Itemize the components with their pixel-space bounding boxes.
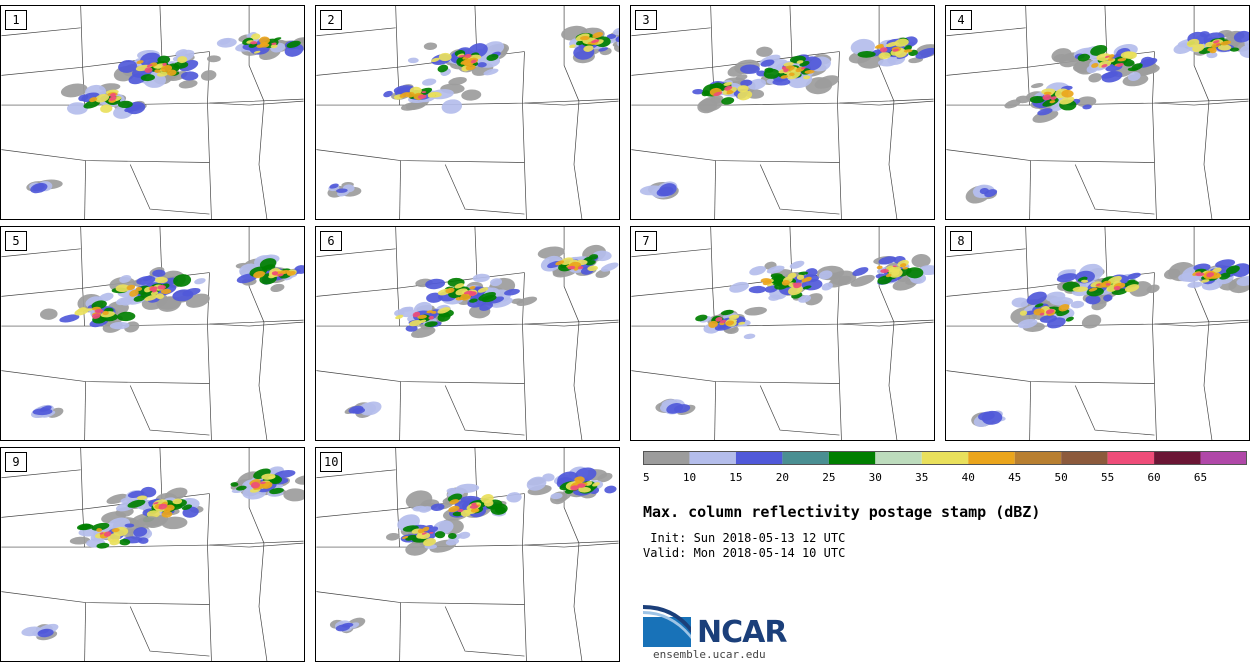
stamp-panel-3: 3 <box>630 5 935 220</box>
colorbar-tick-label: 55 <box>1101 471 1114 484</box>
colorbar-tick-label: 15 <box>729 471 742 484</box>
colorbar-swatch <box>968 451 1015 465</box>
stamp-panel-10: 10 <box>315 447 620 662</box>
colorbar-swatch <box>1107 451 1155 465</box>
colorbar-tick-label: 40 <box>962 471 975 484</box>
init-time: Init: Sun 2018-05-13 12 UTC <box>643 531 846 545</box>
colorbar-swatch <box>1061 451 1108 465</box>
colorbar-tick-label: 50 <box>1055 471 1068 484</box>
member-label: 5 <box>5 231 27 251</box>
colorbar-swatch <box>782 451 829 465</box>
reflectivity-map <box>1 448 304 661</box>
reflectivity-map <box>1 227 304 440</box>
colorbar-swatch <box>1014 451 1062 465</box>
reflectivity-map <box>316 227 619 440</box>
ncar-logo-icon <box>643 605 691 647</box>
stamp-panel-2: 2 <box>315 5 620 220</box>
reflectivity-map <box>946 6 1249 219</box>
page-title: Max. column reflectivity postage stamp (… <box>643 503 1041 521</box>
colorbar-tick-label: 25 <box>822 471 835 484</box>
stamp-panel-4: 4 <box>945 5 1250 220</box>
stamp-panel-8: 8 <box>945 226 1250 441</box>
stamp-panel-7: 7 <box>630 226 935 441</box>
colorbar-swatch <box>735 451 783 465</box>
member-label: 2 <box>320 10 342 30</box>
colorbar-tick-label: 65 <box>1194 471 1207 484</box>
colorbar-swatch <box>1154 451 1201 465</box>
logo-wordmark: NCAR <box>697 615 787 650</box>
reflectivity-map <box>316 6 619 219</box>
member-label: 7 <box>635 231 657 251</box>
reflectivity-map <box>946 227 1249 440</box>
colorbar-tick-label: 45 <box>1008 471 1021 484</box>
colorbar-swatch <box>1200 451 1247 465</box>
colorbar-tick-label: 10 <box>683 471 696 484</box>
colorbar-swatch <box>875 451 922 465</box>
reflectivity-map <box>631 6 934 219</box>
member-label: 10 <box>320 452 343 472</box>
reflectivity-map <box>316 448 619 661</box>
valid-time: Valid: Mon 2018-05-14 10 UTC <box>643 546 846 560</box>
colorbar-svg: 5 10 15 20 25 30 35 40 45 50 55 60 65 <box>643 451 1247 484</box>
colorbar-tick-label: 5 <box>643 471 650 484</box>
colorbar-tick-label: 30 <box>869 471 882 484</box>
colorbar-swatch <box>921 451 969 465</box>
stamp-panel-5: 5 <box>0 226 305 441</box>
logo-url: ensemble.ucar.edu <box>653 648 766 661</box>
reflectivity-map <box>1 6 304 219</box>
stamp-panel-1: 1 <box>0 5 305 220</box>
member-label: 1 <box>5 10 27 30</box>
member-label: 3 <box>635 10 657 30</box>
colorbar-swatch <box>689 451 736 465</box>
colorbar-swatch <box>828 451 876 465</box>
member-label: 9 <box>5 452 27 472</box>
member-label: 8 <box>950 231 972 251</box>
stamp-panel-9: 9 <box>0 447 305 662</box>
member-label: 6 <box>320 231 342 251</box>
reflectivity-colorbar: 5 10 15 20 25 30 35 40 45 50 55 60 65 <box>643 451 1247 485</box>
colorbar-tick-label: 20 <box>776 471 789 484</box>
colorbar-tick-label: 60 <box>1147 471 1160 484</box>
reflectivity-map <box>631 227 934 440</box>
stamp-panel-6: 6 <box>315 226 620 441</box>
member-label: 4 <box>950 10 972 30</box>
colorbar-swatch <box>643 451 690 465</box>
colorbar-tick-label: 35 <box>915 471 928 484</box>
